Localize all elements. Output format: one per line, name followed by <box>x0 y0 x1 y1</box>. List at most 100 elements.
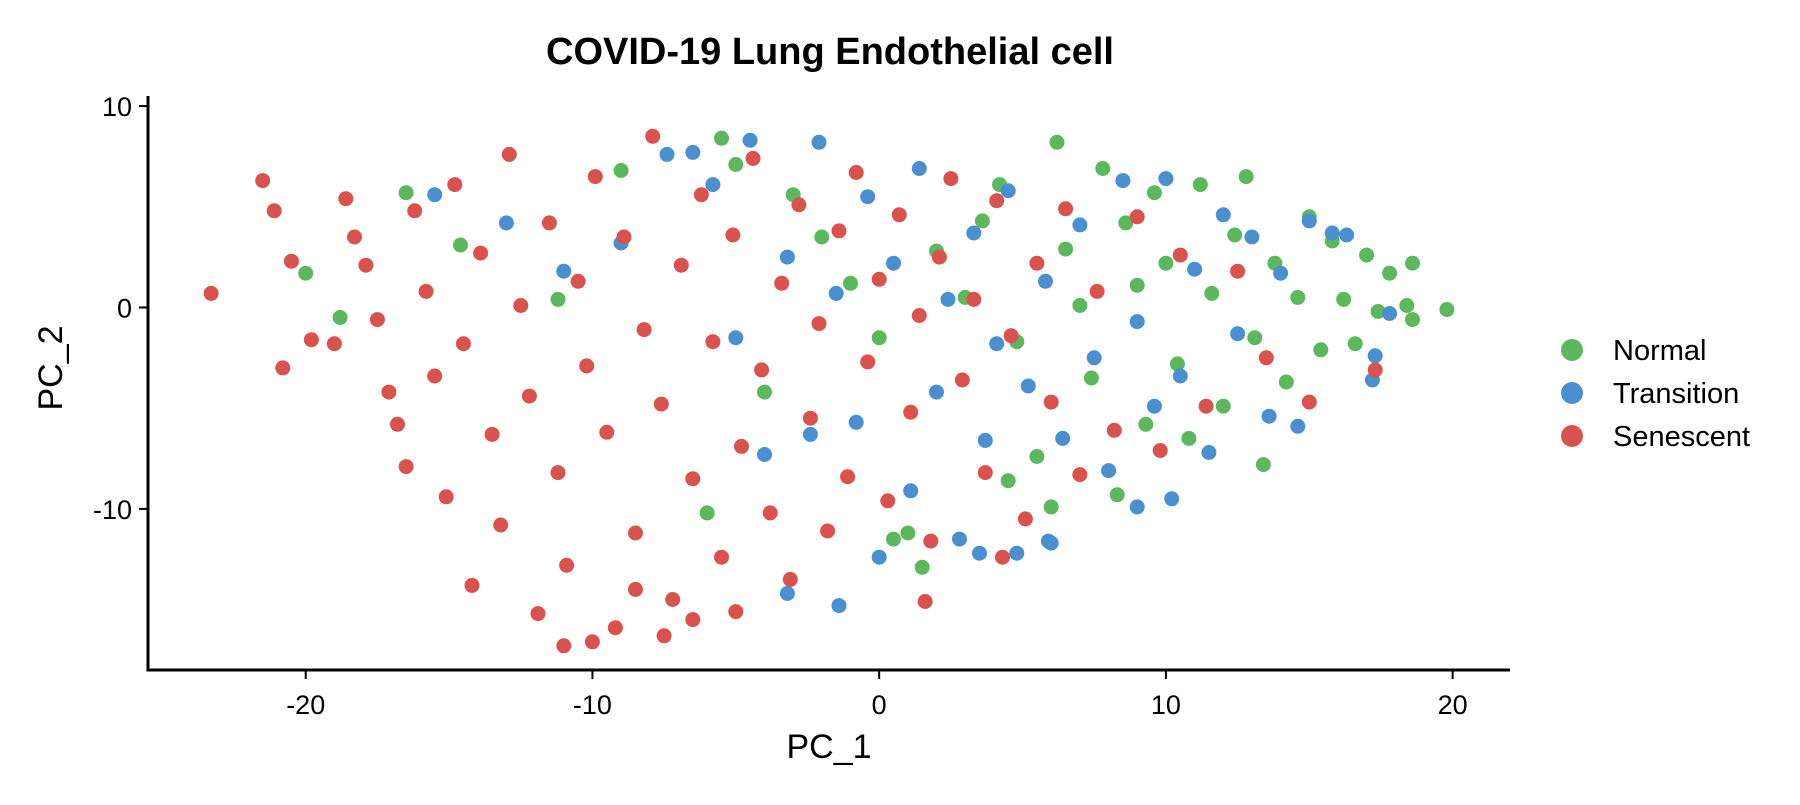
data-point <box>886 255 901 271</box>
data-point <box>871 549 887 565</box>
data-point <box>1347 336 1363 352</box>
data-point <box>891 207 907 223</box>
x-tick-label: 20 <box>1438 690 1468 720</box>
data-point <box>728 157 744 172</box>
data-point <box>843 275 858 291</box>
x-axis-title: PC_1 <box>786 728 871 766</box>
y-tick-label: -10 <box>93 495 132 525</box>
data-point <box>455 336 471 352</box>
y-tick-label: 10 <box>102 92 132 122</box>
data-point <box>390 416 405 432</box>
data-point <box>828 285 844 301</box>
data-point <box>1086 350 1102 366</box>
data-point <box>903 483 919 499</box>
data-point <box>742 132 758 148</box>
data-point <box>381 384 397 400</box>
data-point <box>1146 398 1162 414</box>
data-point <box>1029 255 1045 271</box>
data-point <box>1215 207 1231 223</box>
data-point <box>1115 173 1131 189</box>
data-point <box>880 493 896 509</box>
data-point <box>283 253 299 269</box>
data-point <box>1072 467 1088 483</box>
data-point <box>911 308 927 323</box>
data-point <box>791 197 807 213</box>
data-point <box>1399 298 1415 313</box>
data-point <box>1258 350 1274 366</box>
data-point <box>779 586 795 601</box>
data-point <box>266 203 282 219</box>
data-point <box>1129 277 1145 293</box>
data-point <box>453 237 468 253</box>
data-point <box>1095 161 1111 176</box>
data-point <box>860 189 876 205</box>
data-point <box>1301 394 1317 410</box>
data-point <box>814 229 830 245</box>
data-point <box>886 531 901 547</box>
legend-item-senescent: Senescent <box>1561 421 1750 453</box>
data-point <box>1230 263 1246 279</box>
data-point <box>972 545 987 561</box>
data-point <box>1336 291 1352 307</box>
data-point <box>556 263 572 279</box>
legend-item-normal: Normal <box>1561 335 1706 367</box>
data-point <box>556 638 572 654</box>
data-point <box>1000 473 1016 489</box>
data-point <box>831 598 847 614</box>
data-point <box>1009 545 1025 561</box>
data-point <box>1003 328 1019 344</box>
data-point <box>1058 241 1074 257</box>
legend-label: Normal <box>1613 335 1706 367</box>
data-point <box>900 525 916 541</box>
y-axis-title: PC_2 <box>32 325 70 410</box>
data-point <box>931 249 947 265</box>
data-point <box>966 291 982 307</box>
data-point <box>1255 457 1271 473</box>
points-layer <box>203 128 1455 654</box>
data-point <box>840 469 856 485</box>
data-point <box>954 372 970 388</box>
data-point <box>1146 185 1162 201</box>
data-point <box>1101 463 1117 479</box>
data-point <box>427 187 443 203</box>
data-point <box>757 447 772 462</box>
data-point <box>1301 213 1317 229</box>
data-point <box>559 557 575 573</box>
data-point <box>1290 418 1306 434</box>
data-point <box>332 310 348 325</box>
data-point <box>917 594 933 609</box>
data-point <box>398 459 414 475</box>
data-point <box>1158 255 1174 271</box>
data-point <box>579 358 595 374</box>
data-point <box>1049 134 1065 150</box>
data-point <box>298 265 314 281</box>
data-point <box>966 225 982 241</box>
legend-swatch <box>1561 382 1583 404</box>
data-point <box>1169 356 1185 372</box>
x-tick-label: 0 <box>872 690 887 720</box>
data-point <box>438 489 454 505</box>
data-point <box>541 215 557 231</box>
x-tick-label: -20 <box>286 690 325 720</box>
data-point <box>613 163 629 178</box>
data-point <box>762 505 778 521</box>
data-point <box>338 191 354 207</box>
data-point <box>1215 398 1231 414</box>
legend: Normal Transition Senescent <box>1561 335 1750 453</box>
data-point <box>725 227 741 243</box>
data-point <box>550 291 566 307</box>
data-point <box>645 128 661 144</box>
data-point <box>714 130 729 146</box>
data-point <box>831 223 847 239</box>
data-point <box>1405 312 1420 328</box>
data-point <box>848 414 864 430</box>
data-point <box>1273 265 1289 281</box>
data-point <box>550 465 566 481</box>
data-point <box>1164 491 1180 507</box>
data-point <box>1227 227 1243 243</box>
data-point <box>871 330 887 346</box>
data-point <box>774 275 790 291</box>
data-point <box>501 146 517 162</box>
